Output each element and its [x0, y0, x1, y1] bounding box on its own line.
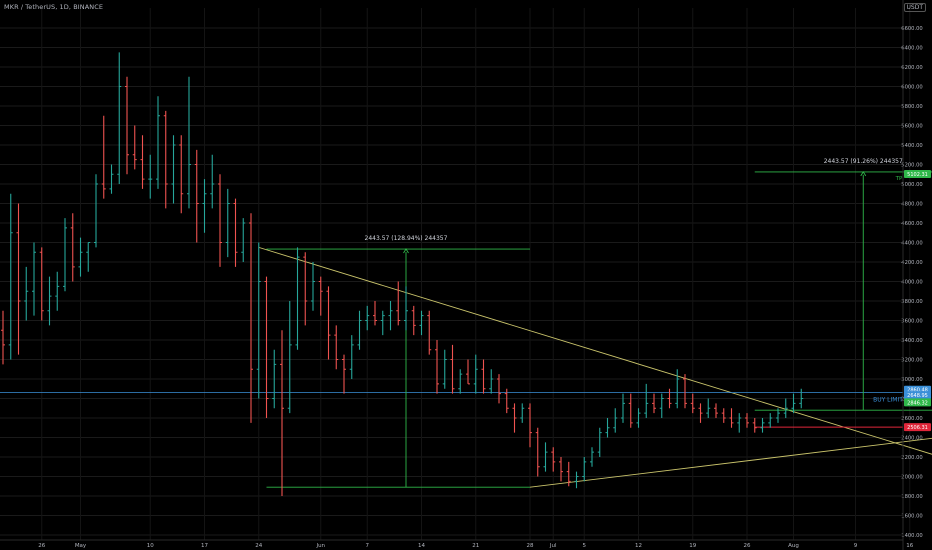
y-tick-label: 4000.00	[901, 280, 922, 286]
y-tick-label: 6400.00	[901, 46, 922, 52]
y-tick-label: 5400.00	[901, 143, 922, 149]
y-tick-label: 5000.00	[901, 182, 922, 188]
x-tick-label: 7	[366, 543, 370, 549]
measure-label: 2443.57 (128.94%) 244357	[365, 235, 448, 242]
x-tick-label: 10	[147, 543, 154, 549]
measure-arrow-head	[860, 171, 867, 177]
x-tick-label: 17	[201, 543, 208, 549]
y-tick-label: 3200.00	[901, 358, 922, 364]
price-tag-tp	[904, 170, 931, 179]
x-tick-label: 16	[906, 543, 913, 549]
y-tick-label: 2600.00	[901, 416, 922, 422]
y-tick-label: 5600.00	[901, 124, 922, 130]
price-tag-label: 5102.31	[907, 172, 928, 178]
x-tick-label: May	[75, 543, 87, 549]
y-tick-label: 2000.00	[901, 475, 922, 481]
buy-limit-label: BUY LIMIT	[873, 397, 903, 404]
y-tick-label: 3000.00	[901, 377, 922, 383]
x-tick-label: Jul	[549, 543, 557, 549]
y-tick-label: 3400.00	[901, 338, 922, 344]
y-tick-label: 3600.00	[901, 319, 922, 325]
currency-badge[interactable]: USDT	[903, 3, 926, 12]
symbol-header: MKR / TetherUS, 1D, BINANCE	[4, 3, 104, 11]
price-tag-label: 2506.31	[907, 425, 928, 431]
measure-label: 2443.57 (91.26%) 244357	[824, 158, 903, 165]
y-tick-label: 2400.00	[901, 436, 922, 442]
x-tick-label: 19	[689, 543, 696, 549]
x-tick-label: 28	[527, 543, 534, 549]
price-tag-stop	[904, 423, 931, 432]
y-tick-label: 1600.00	[901, 514, 922, 520]
price-tag-label: 2846.32	[907, 400, 928, 406]
price-tag-buy	[904, 391, 931, 400]
x-tick-label: 26	[744, 543, 751, 549]
chart-drawings: 2443.57 (128.94%) 244357 2443.57 (91.26%)…	[0, 158, 932, 488]
x-tick-label: 9	[854, 543, 858, 549]
y-tick-label: 4200.00	[901, 260, 922, 266]
price-axis: 6600.00 6400.00 6200.00 6000.00 5800.00 5600.…	[901, 0, 923, 550]
y-tick-label: 6600.00	[901, 26, 922, 32]
y-tick-label: 5800.00	[901, 104, 922, 110]
price-tag-current	[904, 398, 931, 407]
x-tick-label: Jun	[315, 543, 325, 549]
y-tick-label: 6200.00	[901, 65, 922, 71]
y-tick-label: 1800.00	[901, 494, 922, 500]
price-tag-label: 2860.48	[907, 388, 928, 394]
x-tick-label: 26	[38, 543, 45, 549]
y-tick-label: 6000.00	[901, 85, 922, 91]
y-tick-label: 2200.00	[901, 455, 922, 461]
y-tick-label: 4600.00	[901, 221, 922, 227]
y-tick-label: 4400.00	[901, 241, 922, 247]
y-tick-label: 4800.00	[901, 202, 922, 208]
x-tick-label: 12	[635, 543, 642, 549]
x-tick-label: Aug	[788, 543, 799, 549]
x-tick-label: 14	[418, 543, 425, 549]
ascending-trendline	[529, 437, 932, 488]
x-tick-label: 24	[255, 543, 262, 549]
time-axis: 26May101724Jun7142128Jul5121926Aug91623	[0, 539, 914, 549]
y-tick-label: 5200.00	[901, 163, 922, 169]
x-tick-label: 5	[583, 543, 587, 549]
candles	[1, 52, 804, 496]
x-tick-label: 21	[472, 543, 479, 549]
price-tag-label: 2648.95	[907, 393, 928, 399]
measure-arrow-head	[403, 248, 409, 254]
grid	[0, 8, 911, 540]
y-tick-label: 3800.00	[901, 299, 922, 305]
descending-trendline	[258, 246, 932, 455]
tp-label: TP	[895, 176, 903, 182]
y-tick-label: 1400.00	[901, 533, 922, 539]
